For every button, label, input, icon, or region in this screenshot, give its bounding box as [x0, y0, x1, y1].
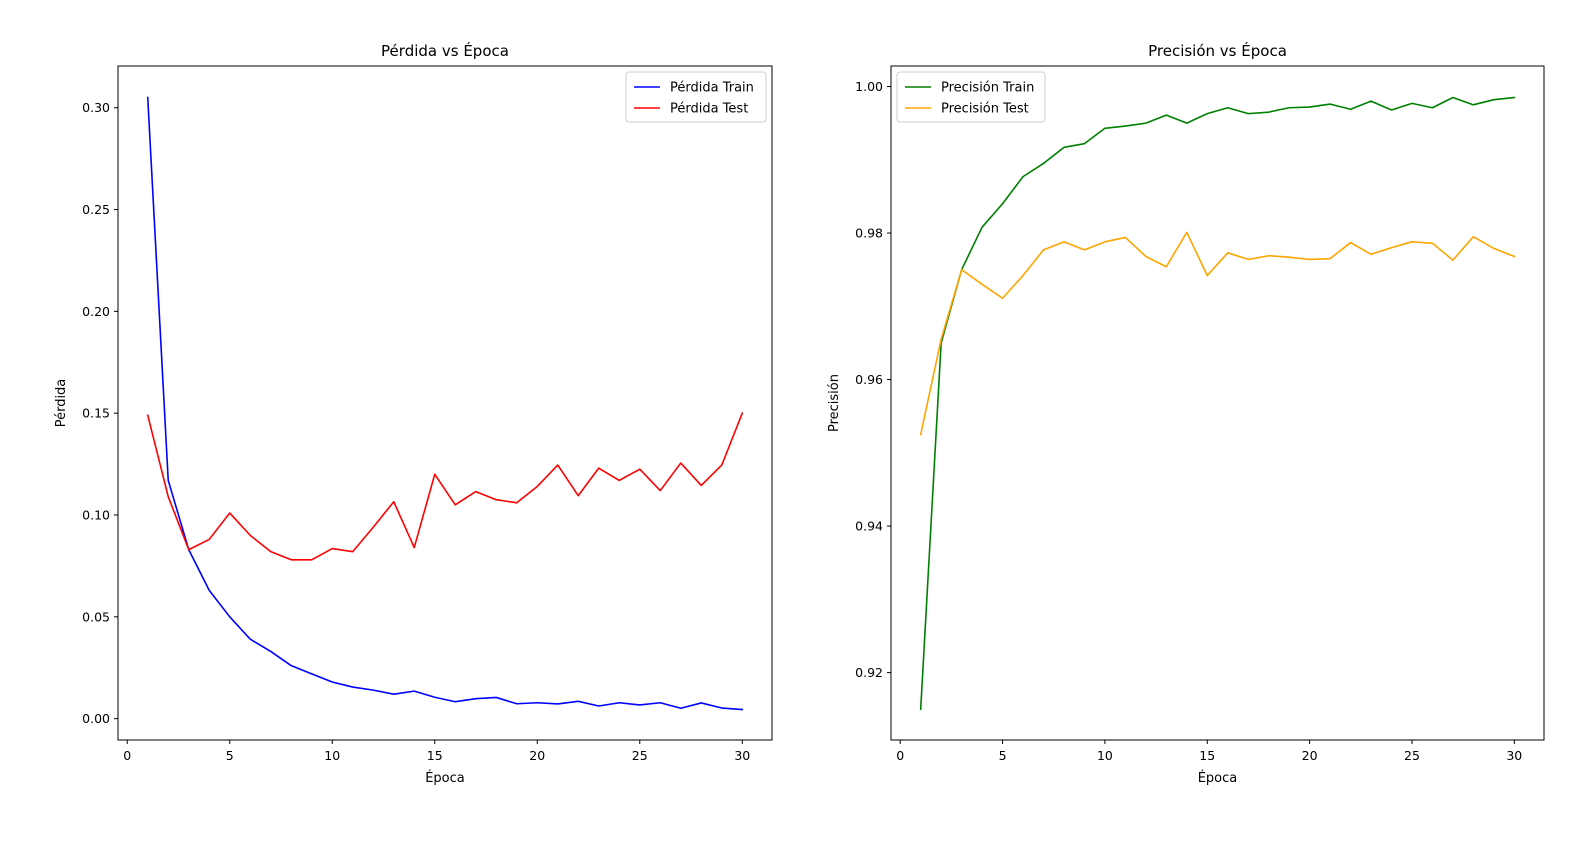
- legend-box: [896, 71, 1046, 123]
- y-tick-label: 0.94: [855, 519, 883, 534]
- y-tick-label: 0.92: [855, 665, 883, 680]
- x-tick-label: 0: [123, 748, 131, 763]
- chart-title: Precisión vs Época: [1148, 41, 1287, 60]
- x-tick-label: 15: [427, 748, 443, 763]
- chart-2: 0 5 10 15 20 25 30 0.92 0.94 0.96 0.98 1.00 Precisió…: [827, 41, 1545, 786]
- y-tick-label: 0.05: [82, 609, 110, 624]
- y-tick-label: 0.15: [82, 406, 110, 421]
- legend-box: [625, 71, 767, 123]
- x-tick-label: 25: [1404, 748, 1420, 763]
- x-tick-label: 30: [1506, 748, 1522, 763]
- series-line-1: [919, 96, 1516, 711]
- x-tick-label: 30: [734, 748, 750, 763]
- x-tick-label: 10: [1097, 748, 1113, 763]
- legend-label: Pérdida Train: [670, 81, 754, 96]
- series-line-2: [919, 231, 1516, 436]
- y-tick-label: 0.98: [855, 226, 883, 241]
- y-tick-label: 1.00: [855, 79, 883, 94]
- legend-label: Precisión Train: [941, 81, 1034, 96]
- legend: Pérdida Train Pérdida Test: [625, 71, 767, 123]
- x-tick-label: 5: [999, 748, 1007, 763]
- legend-label: Pérdida Test: [670, 102, 748, 117]
- x-tick-label: 10: [324, 748, 340, 763]
- legend-label: Precisión Test: [941, 102, 1029, 117]
- chart-title: Pérdida vs Época: [381, 41, 509, 60]
- x-tick-label: 25: [632, 748, 648, 763]
- x-tick-label: 20: [529, 748, 545, 763]
- y-tick-label: 0.96: [855, 372, 883, 387]
- plot-frame: [117, 65, 773, 741]
- legend: Precisión Train Precisión Test: [896, 71, 1046, 123]
- y-axis-label: Precisión: [827, 374, 842, 432]
- x-tick-label: 5: [226, 748, 234, 763]
- x-tick-label: 0: [896, 748, 904, 763]
- y-tick-label: 0.25: [82, 202, 110, 217]
- plot-frame: [890, 65, 1545, 741]
- y-tick-label: 0.30: [82, 100, 110, 115]
- series-line-1: [146, 96, 744, 711]
- x-axis-label: Época: [425, 770, 465, 786]
- x-axis-label: Época: [1198, 770, 1238, 786]
- y-tick-label: 0.20: [82, 304, 110, 319]
- y-tick-label: 0.00: [82, 711, 110, 726]
- series-line-2: [146, 412, 744, 561]
- y-axis-label: Pérdida: [54, 379, 69, 428]
- chart-1: 0 5 10 15 20 25 30 0.00 0.05 0.10 0.15 0.20 0.25 0.30…: [54, 41, 773, 786]
- x-tick-label: 15: [1199, 748, 1215, 763]
- y-tick-label: 0.10: [82, 507, 110, 522]
- x-tick-label: 20: [1302, 748, 1318, 763]
